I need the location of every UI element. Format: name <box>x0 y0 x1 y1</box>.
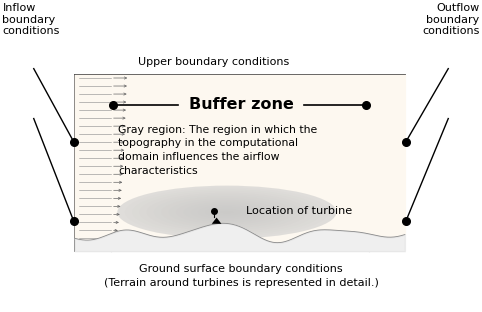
Ellipse shape <box>212 209 241 216</box>
Text: Location of turbine: Location of turbine <box>245 206 352 216</box>
Ellipse shape <box>205 207 249 217</box>
Text: Inflow
boundary
conditions: Inflow boundary conditions <box>2 3 60 36</box>
Ellipse shape <box>220 210 234 214</box>
Bar <box>75 75 111 251</box>
Ellipse shape <box>117 186 336 239</box>
Text: Outflow
boundary
conditions: Outflow boundary conditions <box>422 3 480 36</box>
Text: Gray region: The region in which the
topography in the computational
domain infl: Gray region: The region in which the top… <box>118 125 317 176</box>
Ellipse shape <box>147 193 307 232</box>
Ellipse shape <box>117 186 336 239</box>
Bar <box>369 75 405 251</box>
Ellipse shape <box>168 198 285 226</box>
Text: Buffer zone: Buffer zone <box>188 97 294 112</box>
Ellipse shape <box>154 194 300 230</box>
Ellipse shape <box>176 200 278 225</box>
Ellipse shape <box>132 189 322 235</box>
Bar <box>75 75 405 251</box>
Ellipse shape <box>161 196 293 228</box>
Ellipse shape <box>198 205 256 219</box>
Ellipse shape <box>139 191 315 233</box>
Ellipse shape <box>183 202 271 223</box>
Ellipse shape <box>125 188 329 237</box>
Polygon shape <box>212 217 221 224</box>
Text: Ground surface boundary conditions
(Terrain around turbines is represented in de: Ground surface boundary conditions (Terr… <box>104 264 378 288</box>
Ellipse shape <box>190 203 264 221</box>
Text: Upper boundary conditions: Upper boundary conditions <box>138 57 289 67</box>
